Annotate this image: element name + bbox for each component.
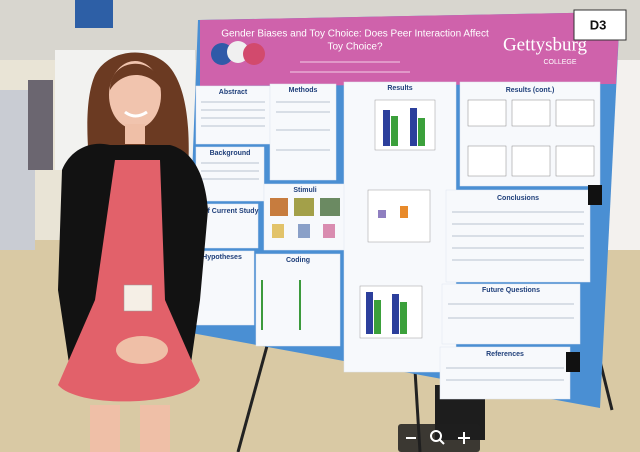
section-heading: Stimuli bbox=[293, 187, 316, 194]
figure bbox=[367, 189, 431, 243]
zoom-reset-handle bbox=[439, 439, 445, 445]
neck bbox=[125, 124, 145, 144]
section-heading: Conclusions bbox=[497, 195, 539, 202]
figure-bar bbox=[392, 294, 399, 334]
logo bbox=[243, 43, 265, 65]
figure-bar bbox=[378, 210, 386, 218]
institution: Gettysburg bbox=[503, 34, 588, 55]
board-label: D3 bbox=[590, 17, 607, 32]
section-heading: Coding bbox=[286, 257, 310, 264]
smile bbox=[124, 110, 148, 118]
section-heading: Abstract bbox=[219, 89, 248, 96]
figure-bar bbox=[418, 118, 425, 146]
section-heading: Hypotheses bbox=[202, 254, 242, 261]
figure-bar bbox=[366, 292, 373, 334]
panel bbox=[197, 203, 259, 249]
panel bbox=[263, 183, 347, 251]
name-tag bbox=[123, 284, 153, 312]
figure-bar bbox=[410, 108, 417, 146]
stimulus-image bbox=[320, 198, 340, 216]
person bbox=[58, 52, 208, 452]
diagram-box bbox=[511, 145, 551, 177]
diagram-box bbox=[511, 99, 551, 127]
panel bbox=[439, 346, 571, 400]
section-heading: Future Questions bbox=[482, 287, 540, 294]
board-label-box bbox=[573, 9, 627, 41]
stimulus-image bbox=[323, 224, 335, 238]
poster-title: Gender Biases and Toy Choice: Does Peer … bbox=[221, 29, 489, 40]
leg bbox=[90, 405, 120, 452]
hair-top bbox=[110, 63, 162, 90]
section-heading: References bbox=[486, 351, 524, 358]
diagram-box bbox=[467, 145, 507, 177]
logo bbox=[227, 41, 249, 63]
panel bbox=[193, 250, 255, 326]
logo bbox=[211, 43, 233, 65]
panel bbox=[195, 85, 271, 145]
section-heading: Methods bbox=[289, 87, 318, 94]
figure-bar bbox=[383, 110, 390, 146]
diagram-box bbox=[467, 99, 507, 127]
poster-title: Toy Choice? bbox=[327, 42, 382, 53]
figure-bar bbox=[400, 302, 407, 334]
figure-bar bbox=[374, 300, 381, 334]
easel-leg bbox=[236, 334, 272, 452]
leg bbox=[140, 405, 170, 452]
poster-header bbox=[200, 12, 620, 86]
panel bbox=[441, 283, 581, 345]
clip bbox=[566, 352, 580, 372]
section-heading: se of Current Study bbox=[194, 208, 259, 215]
section-heading: Results bbox=[387, 85, 412, 92]
figure-bar bbox=[391, 116, 398, 146]
stimulus-image bbox=[270, 198, 288, 216]
diagram-box bbox=[555, 145, 595, 177]
stimulus-image bbox=[298, 224, 310, 238]
zoom-reset[interactable] bbox=[430, 430, 442, 442]
diagram-box bbox=[555, 99, 595, 127]
dress bbox=[58, 160, 200, 402]
panel bbox=[195, 146, 265, 202]
clip bbox=[588, 185, 602, 205]
zoom-toolbar bbox=[398, 424, 480, 452]
figure-bar bbox=[400, 206, 408, 218]
stimulus-image bbox=[294, 198, 314, 216]
background-sign bbox=[75, 0, 113, 28]
poster-body bbox=[201, 99, 595, 381]
section-heading: Results (cont.) bbox=[506, 87, 555, 94]
institution-sub: COLLEGE bbox=[543, 59, 576, 66]
section-heading: Background bbox=[210, 150, 251, 157]
stimulus-image bbox=[272, 224, 284, 238]
panel bbox=[269, 83, 337, 181]
background-person bbox=[28, 80, 53, 170]
panel bbox=[255, 253, 341, 347]
hands bbox=[116, 336, 168, 364]
